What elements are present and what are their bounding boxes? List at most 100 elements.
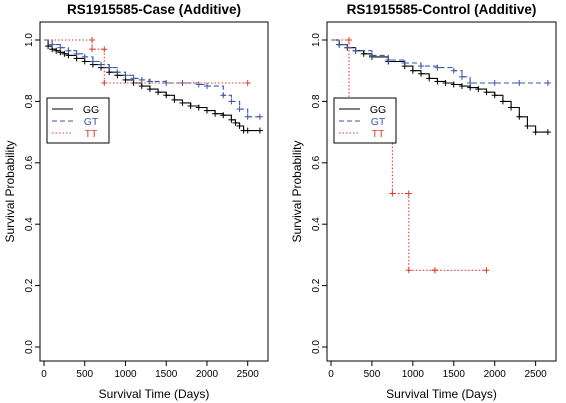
x-tick-label: 1500 bbox=[443, 369, 466, 380]
x-tick-label: 2500 bbox=[525, 369, 548, 380]
censor-mark-gg bbox=[491, 92, 498, 99]
y-tick-label: 0.4 bbox=[311, 217, 322, 231]
censor-mark-gg bbox=[426, 75, 433, 82]
chart-title: RS1915585-Control (Additive) bbox=[347, 2, 537, 17]
y-tick-label: 0.8 bbox=[24, 94, 35, 108]
y-tick-label: 1.0 bbox=[24, 33, 35, 47]
censor-mark-gg bbox=[171, 96, 178, 103]
censor-mark-gt bbox=[73, 50, 80, 57]
censor-mark-gg bbox=[195, 104, 202, 111]
censor-mark-gt bbox=[491, 79, 498, 86]
censor-mark-tt bbox=[405, 190, 412, 197]
censor-mark-gt bbox=[57, 44, 64, 51]
chart-title: RS1915585-Case (Additive) bbox=[67, 2, 241, 17]
censor-mark-gg bbox=[138, 83, 145, 90]
censor-mark-tt bbox=[89, 37, 96, 43]
legend-box bbox=[46, 97, 110, 144]
censor-mark-gg bbox=[434, 78, 441, 85]
legend-box bbox=[333, 97, 397, 144]
x-tick-label: 1000 bbox=[114, 369, 137, 380]
legend-label-tt: TT bbox=[85, 128, 98, 140]
x-tick-label: 1500 bbox=[155, 369, 178, 380]
censor-mark-tt bbox=[89, 46, 96, 53]
censor-mark-gg bbox=[524, 122, 531, 129]
series-line-gt bbox=[331, 39, 548, 84]
censor-mark-gg bbox=[483, 89, 490, 96]
x-tick-label: 500 bbox=[364, 369, 381, 380]
censor-mark-gt bbox=[98, 61, 105, 68]
censor-mark-tt bbox=[431, 267, 438, 274]
censor-mark-tt bbox=[389, 190, 396, 197]
x-axis-label: Survival Time (Days) bbox=[386, 387, 497, 401]
censor-mark-gt bbox=[244, 113, 251, 120]
y-axis-label: Survival Probability bbox=[3, 140, 17, 242]
y-tick-label: 0.0 bbox=[24, 340, 35, 354]
y-tick-label: 0.2 bbox=[311, 278, 322, 292]
censor-mark-gg bbox=[418, 70, 425, 77]
censor-mark-gt bbox=[220, 92, 227, 99]
legend-label-gg: GG bbox=[370, 104, 386, 116]
censor-mark-gt bbox=[114, 69, 121, 76]
censor-mark-gg bbox=[187, 103, 194, 110]
plot-frame bbox=[39, 21, 269, 362]
x-axis-label: Survival Time (Days) bbox=[99, 387, 210, 401]
censor-mark-gg bbox=[442, 79, 449, 86]
y-tick-label: 0.6 bbox=[311, 155, 322, 169]
series-line-tt bbox=[44, 39, 248, 84]
censor-mark-gt bbox=[418, 63, 425, 70]
censor-mark-tt bbox=[101, 79, 108, 86]
censor-mark-gt bbox=[434, 64, 441, 71]
censor-mark-gg bbox=[45, 43, 52, 50]
censor-mark-gt bbox=[65, 47, 72, 54]
censor-mark-gg bbox=[146, 86, 153, 93]
censor-mark-gg bbox=[409, 67, 416, 74]
censor-mark-gt bbox=[450, 67, 457, 74]
chart-panel-2: RS1915585-Control (Additive) 0 500 1000 1500… bbox=[290, 2, 557, 401]
censor-mark-tt bbox=[346, 37, 353, 43]
censor-mark-gg bbox=[458, 83, 465, 90]
censor-mark-gt bbox=[146, 78, 153, 85]
censor-mark-gt bbox=[236, 106, 243, 113]
censor-mark-gg bbox=[220, 112, 227, 119]
censor-mark-gg bbox=[232, 119, 239, 126]
y-tick-label: 0.0 bbox=[311, 340, 322, 354]
censor-mark-gt bbox=[89, 58, 96, 65]
legend-label-gg: GG bbox=[83, 104, 99, 116]
censor-mark-gg bbox=[61, 50, 68, 57]
censor-mark-gg bbox=[499, 98, 506, 105]
censor-mark-gt bbox=[122, 72, 129, 79]
censor-mark-gg bbox=[236, 122, 243, 129]
legend-label-gt: GT bbox=[84, 116, 99, 128]
x-tick-label: 0 bbox=[328, 369, 334, 380]
series-line-tt bbox=[331, 39, 487, 271]
y-tick-label: 1.0 bbox=[311, 33, 322, 47]
y-tick-label: 0.6 bbox=[24, 155, 35, 169]
legend-label-tt: TT bbox=[372, 128, 385, 140]
chart-panel-1: RS1915585-Case (Additive) 0 500 1000 1500 200… bbox=[3, 2, 269, 401]
censor-mark-gt bbox=[228, 98, 235, 105]
censor-mark-gg bbox=[179, 99, 186, 106]
censor-mark-gt bbox=[81, 53, 88, 60]
x-tick-label: 2000 bbox=[484, 369, 507, 380]
censor-mark-gg bbox=[203, 107, 210, 114]
censor-mark-gt bbox=[256, 113, 263, 120]
censor-mark-gt bbox=[336, 41, 343, 48]
censor-mark-gg bbox=[360, 50, 367, 57]
censor-mark-gt bbox=[49, 41, 56, 48]
y-axis-label: Survival Probability bbox=[290, 140, 304, 242]
censor-mark-gt bbox=[544, 79, 551, 86]
x-tick-label: 0 bbox=[41, 369, 47, 380]
y-tick-label: 0.4 bbox=[24, 217, 35, 231]
censor-mark-gt bbox=[130, 75, 137, 82]
censor-mark-gg bbox=[212, 110, 219, 117]
x-tick-label: 500 bbox=[76, 369, 93, 380]
censor-mark-tt bbox=[244, 79, 251, 86]
censor-mark-gt bbox=[467, 79, 474, 86]
x-tick-label: 2500 bbox=[237, 369, 260, 380]
censor-mark-gt bbox=[203, 83, 210, 90]
censor-mark-gt bbox=[516, 79, 523, 86]
censor-mark-tt bbox=[405, 267, 412, 274]
plot-frame bbox=[326, 21, 557, 362]
y-tick-label: 0.2 bbox=[24, 278, 35, 292]
